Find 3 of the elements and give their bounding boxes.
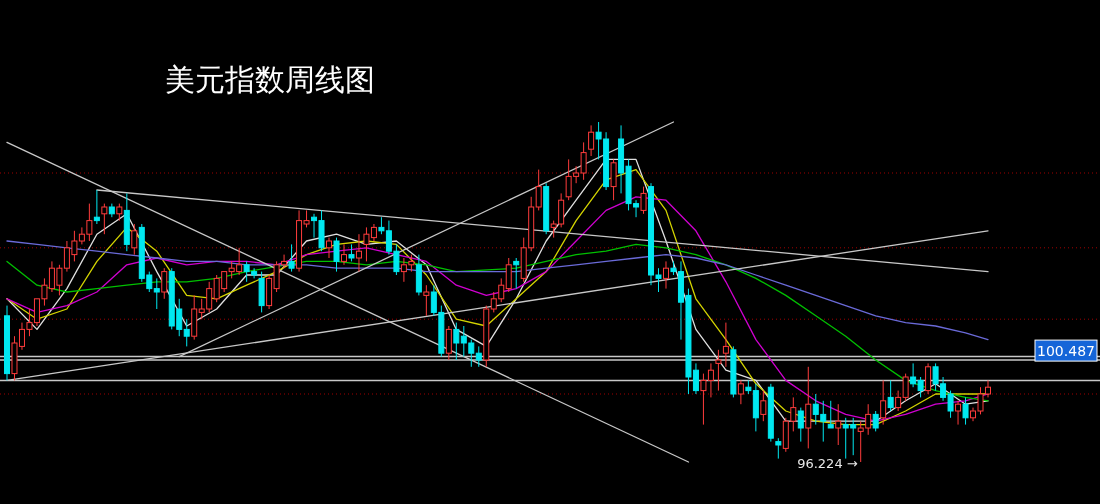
chart-title: 美元指数周线图 xyxy=(165,62,375,97)
annotation: 96.224 → xyxy=(797,456,858,471)
text: 100.487 xyxy=(1037,342,1095,359)
